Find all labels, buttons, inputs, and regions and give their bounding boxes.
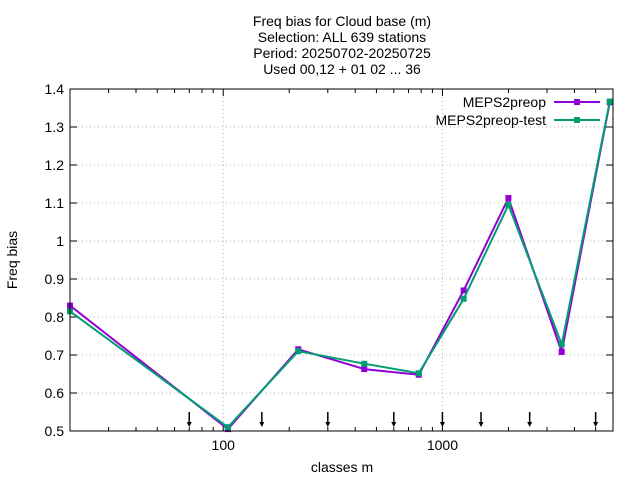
y-tick-label: 0.6	[45, 385, 65, 401]
y-tick-label: 0.8	[45, 309, 65, 325]
y-tick-label: 1.2	[45, 157, 65, 173]
y-tick-label: 1	[56, 233, 64, 249]
legend-label: MEPS2preop-test	[436, 112, 547, 128]
legend-entry-2: MEPS2preop-test	[436, 112, 600, 128]
data-point	[505, 195, 512, 202]
class-marker-arrow	[391, 412, 397, 427]
legend-entry-1: MEPS2preop	[463, 94, 600, 110]
x-axis: 100 1000	[69, 89, 614, 453]
data-point	[558, 341, 565, 348]
title-line-3: Period: 20250702-20250725	[253, 45, 431, 61]
chart-title: Freq bias for Cloud base (m) Selection: …	[253, 13, 431, 77]
data-point	[361, 366, 368, 373]
data-point	[415, 370, 422, 377]
y-tick-label: 1.3	[45, 119, 65, 135]
series-line	[69, 101, 611, 429]
plot-frame	[69, 88, 614, 432]
class-marker-arrow	[259, 412, 265, 427]
title-line-2: Selection: ALL 639 stations	[258, 29, 426, 45]
class-marker-arrow	[325, 412, 331, 427]
data-point	[505, 201, 512, 208]
data-point	[361, 360, 368, 367]
legend-marker	[574, 117, 580, 123]
y-tick-label: 0.5	[45, 423, 65, 439]
y-tick-label: 1.4	[45, 81, 65, 97]
data-point	[295, 348, 302, 355]
y-axis-label: Freq bias	[4, 231, 20, 289]
data-point	[224, 424, 231, 431]
title-line-4: Used 00,12 + 01 02 ... 36	[263, 61, 421, 77]
data-point	[460, 295, 467, 302]
class-marker-arrow	[527, 412, 533, 427]
y-tick-label: 1.1	[45, 195, 65, 211]
y-tick-label: 0.7	[45, 347, 65, 363]
legend-marker	[574, 99, 580, 105]
class-marker-arrow	[593, 412, 599, 427]
class-markers	[186, 412, 599, 427]
title-line-1: Freq bias for Cloud base (m)	[253, 13, 431, 29]
grid	[70, 89, 613, 431]
x-tick-label: 1000	[427, 437, 458, 453]
y-axis: 0.5 0.6 0.7 0.8 0.9 1 1.1 1.2 1.3 1.4	[45, 81, 613, 439]
data-point	[460, 287, 467, 294]
class-marker-arrow	[478, 412, 484, 427]
y-tick-label: 0.9	[45, 271, 65, 287]
x-axis-label: classes m	[311, 459, 373, 475]
legend-label: MEPS2preop	[463, 94, 546, 110]
legend: MEPS2preop MEPS2preop-test	[436, 94, 600, 128]
series-2	[67, 98, 613, 431]
x-tick-label: 100	[212, 437, 236, 453]
data-point	[558, 348, 565, 355]
class-marker-arrow	[186, 412, 192, 427]
class-marker-arrow	[439, 412, 445, 427]
series-line	[69, 102, 611, 431]
data-point	[606, 98, 613, 105]
series	[67, 98, 613, 433]
